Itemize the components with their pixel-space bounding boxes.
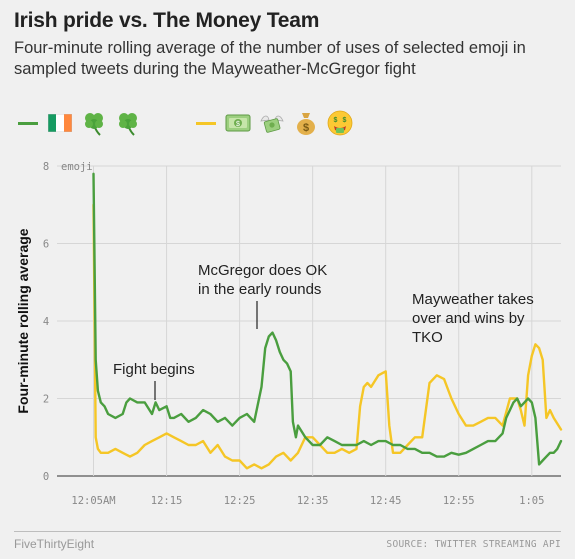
annotation-text-line: TKO — [412, 329, 443, 346]
annotation-mayweather: Mayweather takes over and wins by TKO — [412, 291, 534, 346]
footer-brand: FiveThirtyEight — [14, 537, 95, 551]
x-tick-label: 12:45 — [370, 495, 402, 507]
legend: $ $ $ $ — [14, 108, 574, 138]
annotation-text-line: Mayweather takes — [412, 291, 534, 308]
y-unit-label: emoji — [61, 161, 93, 173]
x-tick-label: 12:35 — [297, 495, 329, 507]
x-tick-label: 12:15 — [151, 495, 183, 507]
y-tick-label: 0 — [43, 471, 49, 483]
yellow-series-line — [92, 203, 563, 470]
annotation-mcgregor: McGregor does OK in the early rounds — [198, 262, 327, 329]
chart-grid — [57, 165, 561, 477]
annotation-text-line: Fight begins — [113, 361, 195, 378]
footer-source: SOURCE: TWITTER STREAMING API — [386, 539, 561, 550]
svg-text:$: $ — [334, 117, 338, 124]
green-series-line — [92, 172, 563, 466]
y-tick-label: 8 — [43, 161, 49, 173]
dollar-banknote-icon: $ — [224, 109, 252, 137]
annotation-text-line: McGregor does OK — [198, 262, 327, 279]
x-tick-label: 12:05AM — [71, 495, 115, 507]
legend-green — [18, 108, 148, 138]
money-bag-icon: $ — [292, 109, 320, 137]
legend-yellow-swatch — [196, 121, 216, 125]
svg-text:$: $ — [303, 122, 309, 134]
y-axis-title: Four-minute rolling average — [15, 228, 31, 413]
flag-ireland-icon — [46, 109, 74, 137]
annotation-fight-begins: Fight begins — [113, 361, 195, 400]
shamrock-icon — [80, 109, 108, 137]
footer-divider — [14, 531, 561, 532]
money-mouth-face-icon: $ $ — [326, 109, 354, 137]
money-with-wings-icon — [258, 109, 286, 137]
chart-subtitle: Four-minute rolling average of the numbe… — [14, 39, 526, 78]
svg-text:$: $ — [343, 117, 347, 124]
y-tick-label: 4 — [43, 316, 49, 328]
chart-annotations: Fight begins McGregor does OK in the early… — [113, 262, 534, 400]
legend-yellow: $ $ $ $ — [196, 108, 360, 138]
y-tick-label: 2 — [43, 394, 49, 406]
chart-title: Irish pride vs. The Money Team — [14, 9, 320, 32]
legend-green-swatch — [18, 121, 38, 125]
y-tick-label: 6 — [43, 239, 49, 251]
annotation-text-line: in the early rounds — [198, 281, 321, 298]
line-chart: Fight begins McGregor does OK in the early… — [15, 161, 563, 507]
x-tick-label: 12:55 — [443, 495, 475, 507]
x-tick-label: 1:05 — [519, 495, 544, 507]
shamrock-icon — [114, 109, 142, 137]
chart-axis-labels: 0 2 4 6 8 emoji 12:05AM 12:15 12:25 12:35 12:45 12:… — [15, 161, 544, 507]
chart-series — [92, 172, 563, 470]
x-tick-label: 12:25 — [224, 495, 256, 507]
svg-text:$: $ — [236, 121, 240, 128]
annotation-text-line: over and wins by — [412, 310, 525, 327]
